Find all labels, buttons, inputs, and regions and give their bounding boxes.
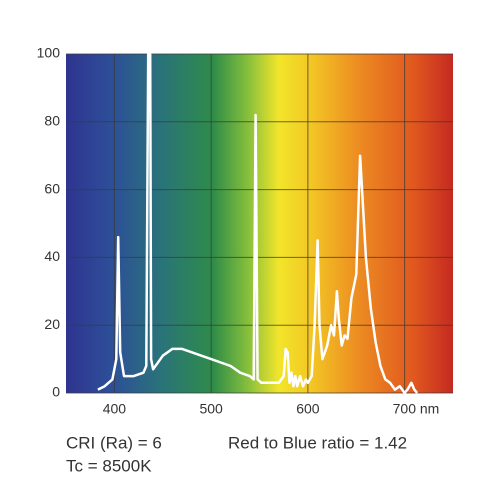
y-tick-label: 80 <box>44 113 60 129</box>
y-tick-label: 20 <box>44 316 60 332</box>
spectrum-line <box>97 52 419 395</box>
x-tick-label: 500 <box>199 401 223 417</box>
cri-note: CRI (Ra) = 6 <box>66 433 162 452</box>
plot-area <box>66 54 453 393</box>
y-tick-label: 40 <box>44 248 60 264</box>
y-tick-label: 100 <box>37 45 61 61</box>
y-tick-label: 60 <box>44 180 60 196</box>
tc-note: Tc = 8500K <box>66 456 152 475</box>
x-tick-label: 600 <box>296 401 320 417</box>
ratio-note: Red to Blue ratio = 1.42 <box>228 433 407 452</box>
x-tick-label: 700 nm <box>393 401 440 417</box>
x-tick-label: 400 <box>103 401 127 417</box>
y-tick-label: 0 <box>52 384 60 400</box>
